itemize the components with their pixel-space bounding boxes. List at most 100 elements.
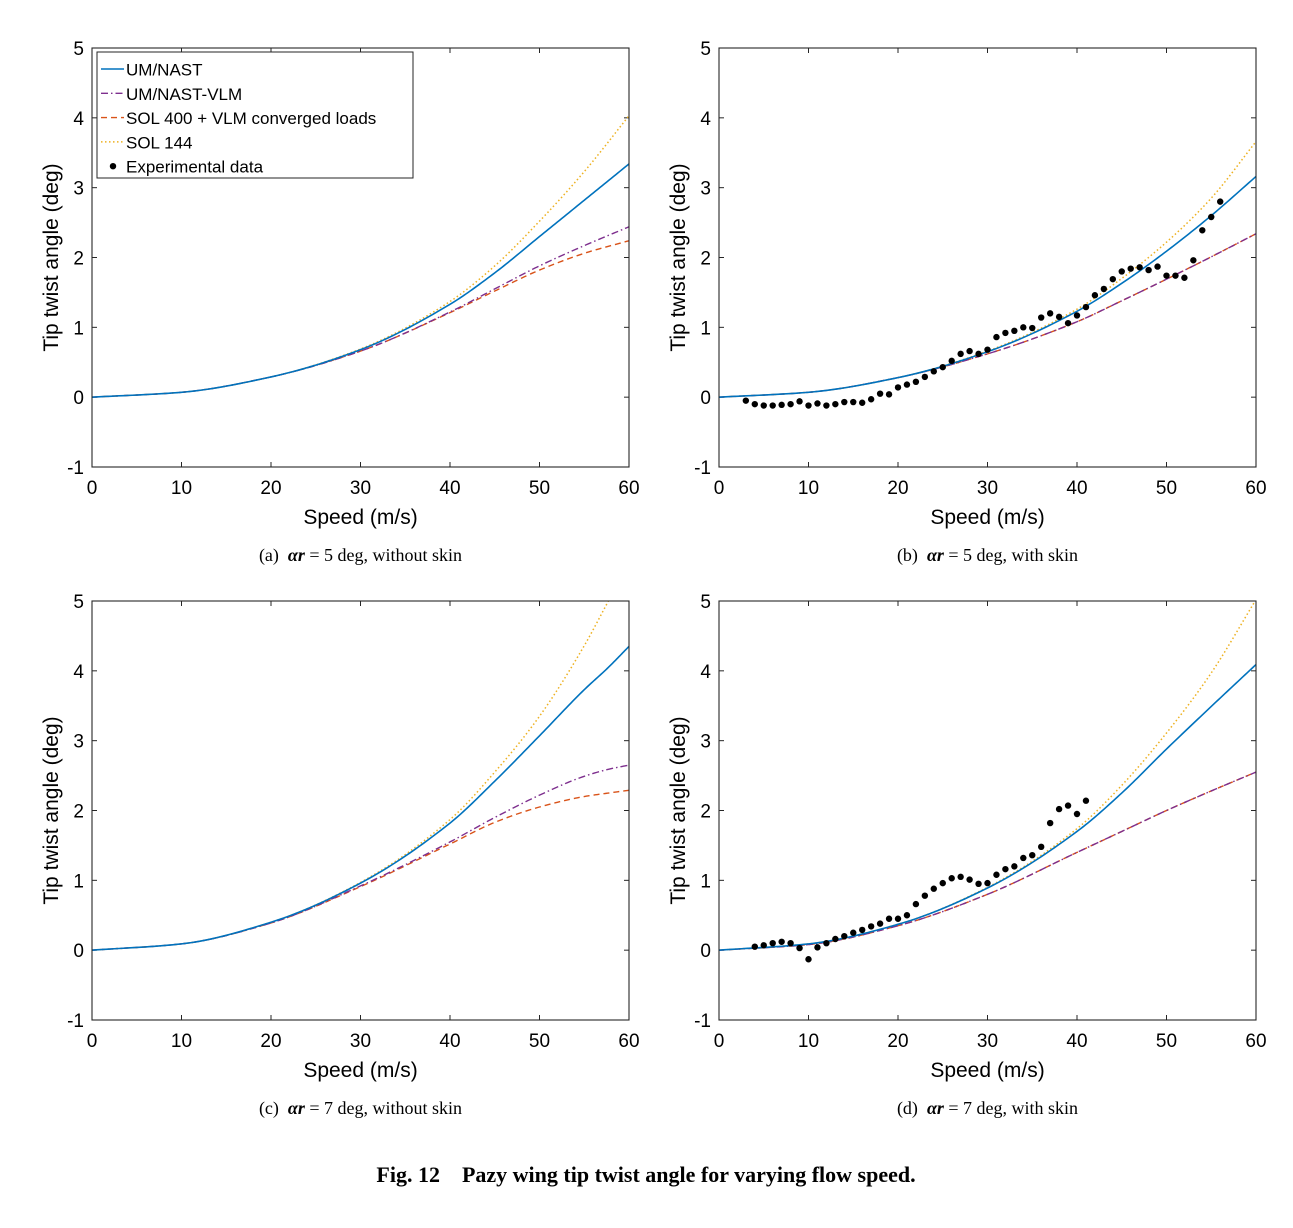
y-tick-label: 2 <box>73 249 84 270</box>
experimental-point <box>787 939 794 947</box>
y-tick-label: 5 <box>73 39 84 60</box>
y-tick-label: -1 <box>67 1011 84 1032</box>
x-axis-label: Speed (m/s) <box>303 1059 417 1082</box>
experimental-point <box>975 350 982 358</box>
y-tick-label: 3 <box>73 732 84 753</box>
experimental-points <box>742 198 1224 409</box>
experimental-point <box>984 346 991 353</box>
experimental-point <box>1100 285 1108 293</box>
x-axis-label: Speed (m/s) <box>930 1059 1044 1082</box>
caption-suffix: = 5 deg, with skin <box>944 545 1078 565</box>
experimental-point <box>778 401 785 409</box>
experimental-point <box>921 373 929 381</box>
x-tick-label: 30 <box>350 1031 371 1052</box>
series-line-sol144 <box>92 601 610 951</box>
experimental-point <box>993 871 1000 878</box>
y-tick-label: 0 <box>73 388 84 409</box>
legend-marker-experimental <box>109 163 117 170</box>
experimental-point <box>1055 805 1063 813</box>
caption-prefix: (d) <box>897 1098 927 1119</box>
experimental-point <box>894 915 902 922</box>
x-tick-label: 10 <box>171 1031 192 1052</box>
series-line-sol144 <box>719 141 1256 398</box>
y-axis-label: Tip twist angle (deg) <box>40 163 63 351</box>
series-group <box>719 601 1256 951</box>
caption-symbol: αr <box>927 545 945 565</box>
experimental-point <box>1038 843 1045 851</box>
experimental-point <box>867 396 875 403</box>
experimental-point <box>993 333 1000 341</box>
series-line-um-nast-vlm <box>719 233 1256 398</box>
y-tick-label: -1 <box>67 458 84 479</box>
series-line-um-nast-vlm <box>719 771 1256 951</box>
x-tick-label: 40 <box>1066 478 1087 499</box>
experimental-point <box>966 347 973 355</box>
legend-label: SOL 144 <box>126 133 192 152</box>
x-tick-label: 40 <box>439 478 460 499</box>
experimental-point <box>832 400 839 408</box>
experimental-point <box>1154 263 1161 270</box>
experimental-point <box>814 944 821 951</box>
y-tick-label: 1 <box>73 871 84 892</box>
experimental-point <box>1002 865 1009 873</box>
experimental-point <box>850 929 857 936</box>
experimental-point <box>1073 810 1081 818</box>
experimental-point <box>975 880 982 888</box>
y-tick-label: 3 <box>700 179 711 200</box>
series-line-sol400 <box>92 240 629 398</box>
legend-box <box>96 51 414 179</box>
x-tick-label: 20 <box>260 1031 281 1052</box>
y-tick-label: -1 <box>694 458 711 479</box>
plot-frame <box>718 47 1257 468</box>
x-tick-label: 30 <box>350 478 371 499</box>
experimental-point <box>805 402 812 409</box>
experimental-point <box>760 402 767 409</box>
experimental-point <box>1055 313 1063 321</box>
series-line-um-nast <box>719 175 1256 398</box>
x-tick-label: 10 <box>798 1031 819 1052</box>
legend-label: SOL 400 + VLM converged loads <box>126 109 376 128</box>
y-tick-label: 2 <box>73 802 84 823</box>
x-tick-label: 0 <box>714 1031 725 1052</box>
panel-caption: (d) αr = 7 deg, with skin <box>897 1098 1078 1119</box>
caption-symbol: αr <box>288 1098 306 1118</box>
x-axis-label: Speed (m/s) <box>930 506 1044 529</box>
series-group <box>719 141 1256 398</box>
y-tick-label: 4 <box>700 662 711 683</box>
x-tick-label: 60 <box>1245 1031 1266 1052</box>
y-tick-label: 0 <box>73 941 84 962</box>
experimental-point <box>939 363 946 371</box>
legend-label: Experimental data <box>126 158 264 177</box>
experimental-point <box>1064 802 1072 809</box>
experimental-point <box>787 400 794 408</box>
y-tick-label: 4 <box>700 109 711 130</box>
caption-suffix: = 5 deg, without skin <box>305 545 462 565</box>
experimental-point <box>885 915 893 922</box>
series-line-um-nast-vlm <box>92 764 629 951</box>
experimental-point <box>1109 275 1117 283</box>
x-tick-label: 50 <box>529 478 550 499</box>
experimental-point <box>1020 854 1027 862</box>
experimental-point <box>921 892 929 899</box>
experimental-point <box>1020 324 1027 331</box>
experimental-point <box>1046 310 1054 317</box>
y-tick-label: 4 <box>73 109 84 130</box>
y-axis-label: Tip twist angle (deg) <box>667 716 690 904</box>
plot-frame <box>91 600 630 1021</box>
legend: UM/NAST UM/NAST-VLM SOL 400 + VLM converge… <box>96 51 414 179</box>
experimental-point <box>1127 265 1134 272</box>
y-tick-label: -1 <box>694 1011 711 1032</box>
x-tick-label: 20 <box>260 478 281 499</box>
experimental-point <box>912 900 920 908</box>
y-tick-label: 3 <box>700 732 711 753</box>
x-tick-label: 10 <box>171 478 192 499</box>
caption-prefix: (c) <box>259 1098 288 1119</box>
experimental-point <box>823 402 830 409</box>
plot-frame <box>718 600 1257 1021</box>
experimental-point <box>778 938 785 945</box>
y-tick-label: 1 <box>700 871 711 892</box>
x-tick-label: 50 <box>1156 1031 1177 1052</box>
